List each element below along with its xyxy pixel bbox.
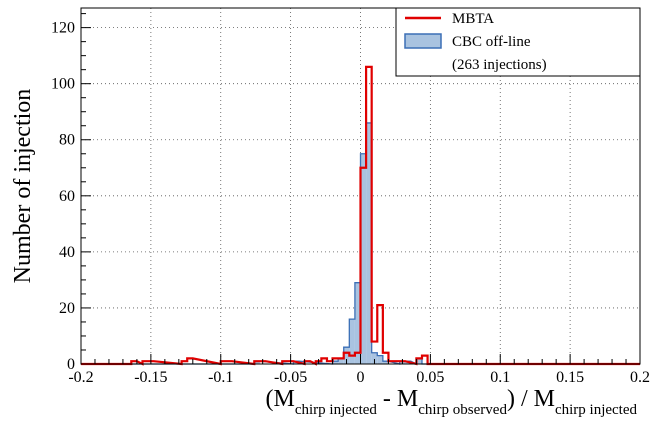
cbc-bar — [366, 122, 372, 364]
x-label-close: ) / M — [507, 386, 555, 412]
legend-injections-note: (263 injections) — [452, 57, 547, 73]
y-tick-label: 80 — [59, 132, 75, 149]
x-tick-label: -0.05 — [274, 369, 307, 386]
legend-mbta-label: MBTA — [452, 11, 494, 27]
cbc-bar — [349, 319, 355, 364]
mbta-outline — [81, 65, 640, 366]
x-axis-label: (Mchirp injected - Mchirp observed) / Mc… — [266, 386, 638, 418]
y-tick-label: 120 — [51, 20, 75, 37]
x-tick-label: 0.05 — [416, 369, 444, 386]
cbc-bar — [416, 358, 422, 364]
mbta-series — [81, 65, 640, 366]
y-tick-label: 20 — [59, 300, 75, 317]
x-label-open: (M — [266, 386, 295, 412]
legend: MBTA CBC off-line (263 injections) — [395, 7, 641, 77]
x-tick-label: -0.2 — [68, 369, 93, 386]
y-axis-label: Number of injection — [10, 89, 36, 284]
cbc-bar — [254, 361, 260, 364]
x-tick-label: -0.15 — [134, 369, 167, 386]
cbc-bar — [332, 361, 339, 364]
x-label-sub1: chirp injected — [295, 402, 378, 418]
x-tick-label: -0.1 — [208, 369, 233, 386]
cbc-bar — [338, 358, 344, 364]
x-tick-label: 0.2 — [630, 369, 650, 386]
cbc-bar — [371, 352, 378, 364]
legend-cbc-swatch — [404, 33, 442, 49]
y-tick-label: 60 — [59, 188, 75, 205]
y-tick-label: 40 — [59, 244, 75, 261]
x-tick-label: 0 — [357, 369, 365, 386]
axis-ticks — [80, 13, 641, 365]
x-tick-label: 0.1 — [490, 369, 510, 386]
cbc-bar — [382, 361, 389, 364]
y-tick-labels: 0 20 40 60 80 100 120 — [51, 20, 75, 373]
cbc-bar — [354, 282, 361, 364]
cbc-bar — [360, 153, 367, 364]
legend-cbc-label: CBC off-line — [452, 34, 531, 50]
x-label-mid: - M — [377, 386, 418, 412]
x-label-sub3: chirp injected — [555, 402, 638, 418]
y-tick-label: 0 — [67, 356, 75, 373]
x-tick-label: 0.15 — [556, 369, 584, 386]
y-tick-label: 100 — [51, 76, 75, 93]
x-tick-labels: -0.2 -0.15 -0.1 -0.05 0 0.05 0.1 0.15 0.2 — [68, 369, 650, 386]
cbc-bar — [377, 355, 383, 364]
x-label-sub2: chirp observed — [418, 402, 507, 418]
cbc-bar — [343, 347, 350, 364]
